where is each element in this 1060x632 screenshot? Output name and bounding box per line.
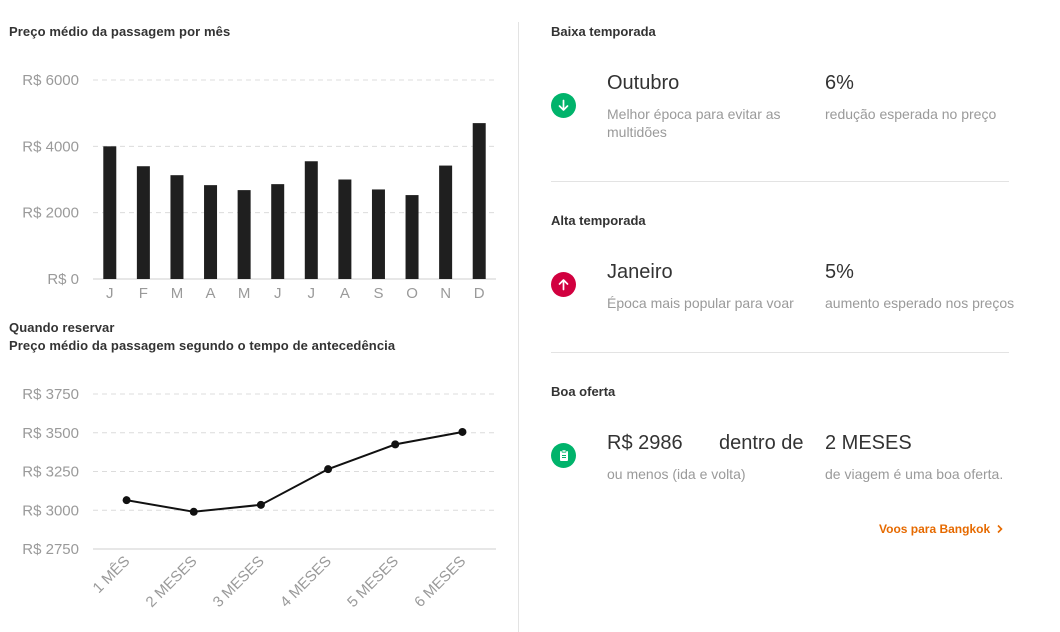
y-tick-label: R$ 6000 [22, 72, 79, 89]
data-point [122, 496, 131, 505]
advance-chart-heading: Quando reservar [9, 320, 115, 335]
clipboard-icon [551, 443, 576, 468]
y-tick-label: R$ 3750 [22, 386, 79, 403]
good-deal-within: dentro de [719, 432, 804, 454]
bar [271, 184, 285, 279]
bar [338, 179, 352, 279]
x-tick-label: A [206, 285, 216, 300]
high-season-percent: 5% [825, 261, 854, 283]
bar [439, 165, 453, 279]
x-tick-label: A [340, 285, 350, 300]
section-divider [551, 181, 1009, 182]
x-tick-label: 3 MESES [210, 553, 268, 611]
y-tick-label: R$ 2000 [22, 205, 79, 222]
high-season-percent-desc: aumento esperado nos preços [825, 295, 1015, 311]
bar [371, 189, 385, 279]
bar [204, 185, 218, 279]
data-point [256, 500, 265, 509]
section-divider [551, 352, 1009, 353]
monthly-chart-title: Preço médio da passagem por mês [9, 24, 231, 39]
x-tick-label: 1 MÊS [90, 553, 134, 597]
x-tick-label: 2 MESES [143, 553, 201, 611]
x-tick-label: 5 MESES [344, 553, 402, 611]
monthly-price-bar-chart: R$ 6000 R$ 4000 R$ 2000 R$ 0 J F M A M J J A S O N D [22, 72, 496, 300]
x-tick-label: O [406, 285, 418, 300]
x-tick-label: S [373, 285, 383, 300]
x-tick-label: J [274, 285, 282, 300]
bar [237, 190, 251, 279]
flights-to-bangkok-link[interactable]: Voos para Bangkok [879, 522, 1005, 536]
data-point [391, 440, 400, 449]
bar [136, 166, 150, 279]
high-season-month-desc: Época mais popular para voar [607, 295, 794, 311]
x-tick-label: M [171, 285, 184, 300]
high-season-heading: Alta temporada [551, 213, 646, 228]
bar [405, 195, 419, 279]
low-season-heading: Baixa temporada [551, 24, 656, 39]
data-point [324, 465, 333, 474]
data-point [189, 507, 198, 516]
high-season-month: Janeiro [607, 261, 673, 283]
bar [472, 123, 486, 279]
y-tick-label: R$ 3000 [22, 502, 79, 519]
x-tick-label: 4 MESES [277, 553, 335, 611]
data-point [458, 427, 467, 436]
chevron-right-icon [997, 524, 1003, 534]
y-tick-label: R$ 2750 [22, 541, 79, 558]
y-tick-label: R$ 0 [47, 271, 79, 288]
low-season-percent-desc: redução esperada no preço [825, 106, 997, 122]
bar [170, 175, 184, 279]
bar [103, 146, 117, 279]
low-season-percent: 6% [825, 72, 854, 94]
y-tick-label: R$ 3250 [22, 464, 79, 481]
low-season-month: Outubro [607, 72, 680, 94]
x-tick-label: D [474, 285, 485, 300]
y-tick-label: R$ 4000 [22, 138, 79, 155]
arrow-up-icon [551, 272, 576, 297]
good-deal-price: R$ 2986 [607, 432, 683, 454]
arrow-down-icon [551, 93, 576, 118]
advance-chart-title: Preço médio da passagem segundo o tempo … [9, 338, 396, 353]
x-tick-label: M [238, 285, 251, 300]
x-tick-label: J [308, 285, 316, 300]
x-tick-label: N [440, 285, 451, 300]
x-tick-label: 6 MESES [411, 553, 469, 611]
x-tick-label: F [139, 285, 148, 300]
good-deal-heading: Boa oferta [551, 384, 616, 399]
flights-to-bangkok-label: Voos para Bangkok [879, 522, 991, 536]
series-line [126, 430, 463, 513]
good-deal-price-desc: ou menos (ida e volta) [607, 466, 746, 482]
low-season-month-desc: Melhor época para evitar as multidões [607, 106, 781, 140]
y-tick-label: R$ 3500 [22, 425, 79, 442]
good-deal-period: 2 MESES [825, 432, 912, 454]
x-tick-label: J [106, 285, 114, 300]
vertical-divider [518, 22, 519, 632]
good-deal-period-desc: de viagem é uma boa oferta. [825, 466, 1004, 482]
bar [304, 161, 318, 279]
